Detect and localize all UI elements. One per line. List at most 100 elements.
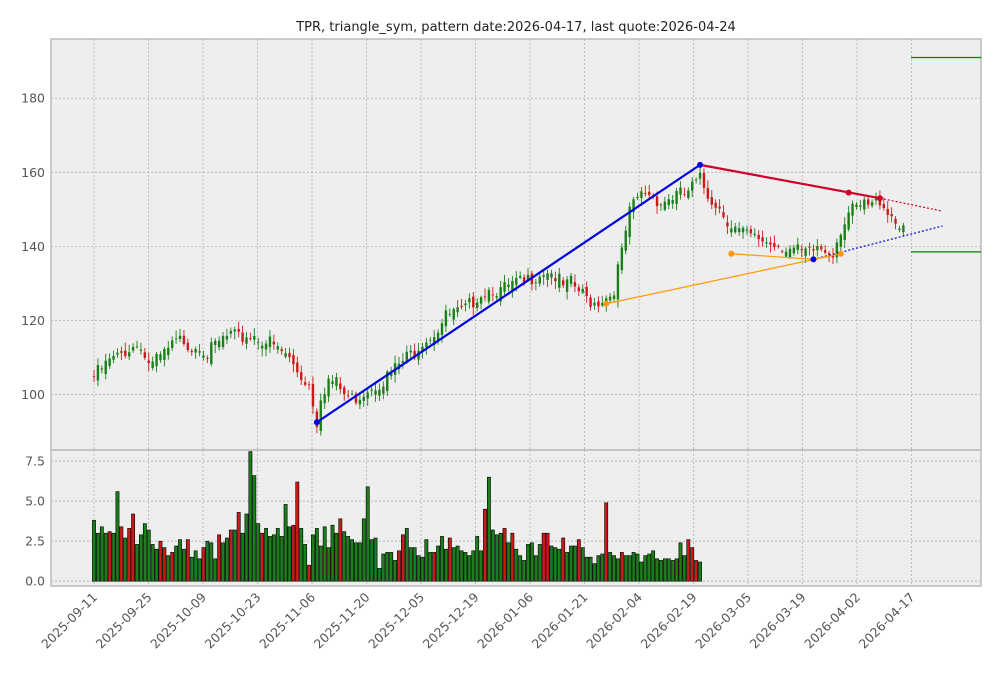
volume-bar — [166, 555, 171, 582]
volume-bar — [228, 529, 233, 582]
trend-marker — [810, 256, 817, 263]
volume-bar — [506, 542, 511, 582]
candle-body — [636, 196, 639, 199]
candle-body — [565, 279, 569, 292]
volume-bar — [369, 539, 374, 582]
trend-marker — [697, 161, 704, 168]
volume-bar — [232, 529, 237, 582]
volume-bar — [365, 486, 370, 582]
candle-body — [210, 342, 213, 364]
candle-body — [831, 255, 835, 258]
volume-bar — [631, 552, 636, 582]
volume-bar — [350, 539, 354, 582]
candle-body — [159, 354, 162, 361]
candle-body — [741, 227, 745, 233]
candle-body — [280, 349, 283, 352]
candle-body — [460, 305, 463, 308]
candle-body — [296, 362, 299, 373]
candle-body — [761, 237, 764, 242]
volume-bar — [389, 552, 394, 582]
volume-bar — [244, 513, 249, 582]
candle-body — [241, 332, 244, 342]
volume-bar — [357, 542, 362, 582]
volume-bar — [338, 518, 343, 582]
volume-bar — [99, 526, 104, 582]
volume-bar — [670, 560, 675, 582]
candle-body — [800, 249, 803, 251]
candle-body — [217, 340, 221, 348]
volume-bar — [217, 534, 222, 582]
candle-body — [323, 394, 326, 404]
trendline — [731, 253, 814, 260]
volume-bar — [252, 475, 257, 582]
volume-bar — [487, 476, 491, 582]
volume-bar — [659, 560, 663, 582]
volume-bar — [287, 526, 292, 582]
candle-body — [827, 253, 831, 255]
candle-body — [691, 181, 694, 191]
x-tick-label: 2026-04-17 — [856, 590, 918, 652]
candle-body — [300, 372, 303, 380]
candle-body — [812, 248, 815, 251]
volume-bar — [400, 534, 405, 582]
candle-body — [687, 190, 690, 199]
candle-body — [499, 287, 502, 302]
volume-bar — [225, 537, 229, 582]
candle-body — [601, 303, 604, 306]
candle-body — [694, 179, 698, 181]
candle-body — [436, 332, 440, 341]
trendline — [813, 253, 841, 260]
candle-body — [288, 352, 291, 358]
candle-body — [303, 382, 307, 385]
volume-bar — [326, 547, 331, 582]
candle-body — [131, 346, 135, 351]
volume-bar — [240, 532, 245, 582]
volume-bar — [600, 553, 605, 582]
candle-body — [202, 355, 205, 358]
volume-bar — [103, 532, 108, 582]
volume-bar — [514, 548, 519, 582]
candle-body — [796, 244, 799, 250]
candle-body — [225, 335, 229, 340]
volume-bar — [295, 481, 300, 582]
trendline — [879, 197, 943, 212]
candle-body — [495, 296, 498, 298]
candle-body — [483, 296, 487, 298]
candle-body — [245, 337, 248, 344]
candle-body — [468, 298, 471, 303]
price-panel — [50, 38, 982, 451]
candle-body — [350, 393, 354, 395]
volume-bar — [686, 539, 691, 582]
candle-body — [432, 337, 436, 346]
volume-bar — [256, 523, 261, 582]
candle-body — [632, 199, 635, 213]
candle-body — [777, 245, 780, 247]
x-tick-label: 2026-01-06 — [474, 589, 536, 651]
candle-body — [679, 187, 682, 195]
volume-bar — [107, 531, 112, 582]
volume-tick-label: 5.0 — [25, 494, 45, 509]
volume-bar — [643, 555, 648, 582]
x-tick-label: 2026-02-04 — [583, 589, 645, 651]
candle-body — [147, 360, 150, 364]
candle-body — [890, 214, 893, 217]
x-tick-label: 2026-02-19 — [638, 589, 700, 651]
volume-bar — [674, 558, 679, 582]
candle-body — [526, 274, 530, 281]
volume-bar — [115, 491, 120, 582]
candle-body — [104, 360, 107, 375]
candle-body — [120, 351, 123, 353]
volume-bar — [154, 548, 159, 582]
volume-bar — [283, 504, 288, 582]
volume-bar — [608, 552, 613, 582]
candle-body — [116, 352, 119, 355]
candle-body — [389, 371, 393, 377]
candle-body — [894, 218, 897, 224]
volume-bar — [616, 558, 620, 582]
volume-bar — [451, 547, 456, 582]
volume-bar — [330, 524, 335, 582]
x-tick-label: 2025-12-19 — [420, 589, 482, 651]
candle-body — [714, 202, 717, 208]
volume-bar — [178, 539, 182, 582]
volume-bar — [557, 548, 562, 582]
